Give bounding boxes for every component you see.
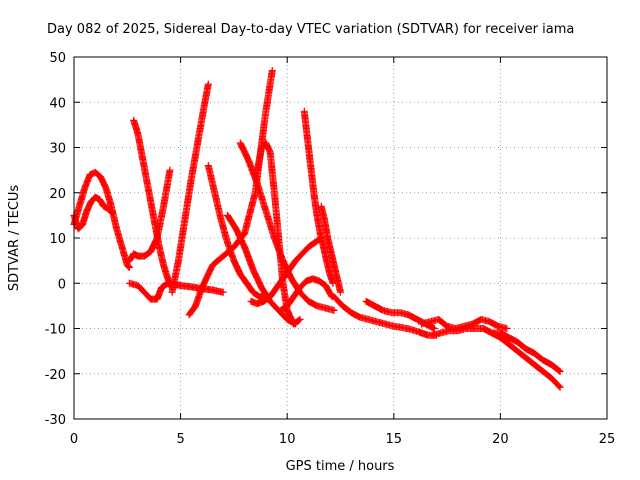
series-arc-14	[300, 107, 337, 287]
x-tick-label: 25	[599, 432, 616, 447]
chart-title: Day 082 of 2025, Sidereal Day-to-day VTE…	[47, 22, 574, 37]
series-arc-6	[168, 80, 212, 296]
y-tick-label: 40	[49, 96, 66, 111]
y-tick-label: 30	[49, 142, 66, 157]
x-tick-label: 20	[492, 432, 509, 447]
y-tick-label: 0	[58, 277, 66, 292]
series-markers	[168, 80, 212, 296]
series-arc-8	[204, 162, 270, 301]
series-markers	[247, 234, 325, 308]
series-arc-10	[224, 211, 300, 328]
y-axis-label: SDTVAR / TECUs	[7, 185, 22, 292]
series-arc-18	[418, 315, 511, 332]
x-tick-label: 5	[176, 432, 184, 447]
series-markers	[330, 293, 440, 339]
series-arc-15	[317, 202, 344, 296]
series-markers	[130, 116, 176, 292]
x-axis-label: GPS time / hours	[286, 459, 395, 474]
data-layer	[70, 67, 564, 391]
ticks: 0 5 10 15 20 25 -30 -20 -10 0 10 20 30 40 50	[45, 51, 616, 447]
y-tick-label: -30	[45, 413, 66, 428]
y-tick-label: 20	[49, 187, 66, 202]
series-arc-16	[330, 293, 440, 339]
x-tick-label: 0	[70, 432, 78, 447]
y-tick-label: 50	[49, 51, 66, 66]
series-markers	[300, 107, 337, 287]
y-tick-label: -10	[45, 323, 66, 338]
series-arc-13	[277, 275, 336, 314]
series-arc-11	[253, 139, 304, 328]
series-arc-20	[488, 329, 564, 391]
y-tick-label: -20	[45, 368, 66, 383]
series-markers	[418, 315, 511, 332]
series-arc-4	[130, 116, 176, 292]
series-markers	[204, 162, 270, 301]
x-tick-label: 15	[386, 432, 403, 447]
series-markers	[224, 211, 300, 328]
series-markers	[488, 329, 564, 391]
x-tick-label: 10	[279, 432, 296, 447]
series-arc-12	[247, 234, 325, 308]
y-tick-label: 10	[49, 232, 66, 247]
series-markers	[317, 202, 344, 296]
